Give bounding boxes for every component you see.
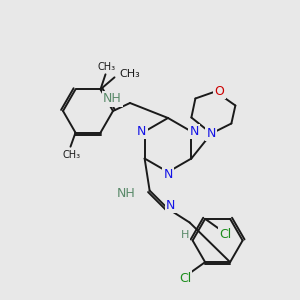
Text: N: N (163, 169, 173, 182)
Text: N: N (137, 125, 146, 138)
Text: Cl: Cl (219, 228, 231, 241)
Text: H: H (180, 230, 189, 239)
Text: CH₃: CH₃ (98, 62, 116, 72)
Text: NH: NH (103, 92, 122, 106)
Text: Cl: Cl (179, 272, 191, 285)
Text: O: O (214, 85, 224, 98)
Text: N: N (207, 127, 216, 140)
Text: NH: NH (117, 187, 136, 200)
Text: CH₃: CH₃ (62, 150, 81, 160)
Text: N: N (166, 199, 175, 212)
Text: CH₃: CH₃ (119, 69, 140, 79)
Text: N: N (190, 125, 199, 138)
